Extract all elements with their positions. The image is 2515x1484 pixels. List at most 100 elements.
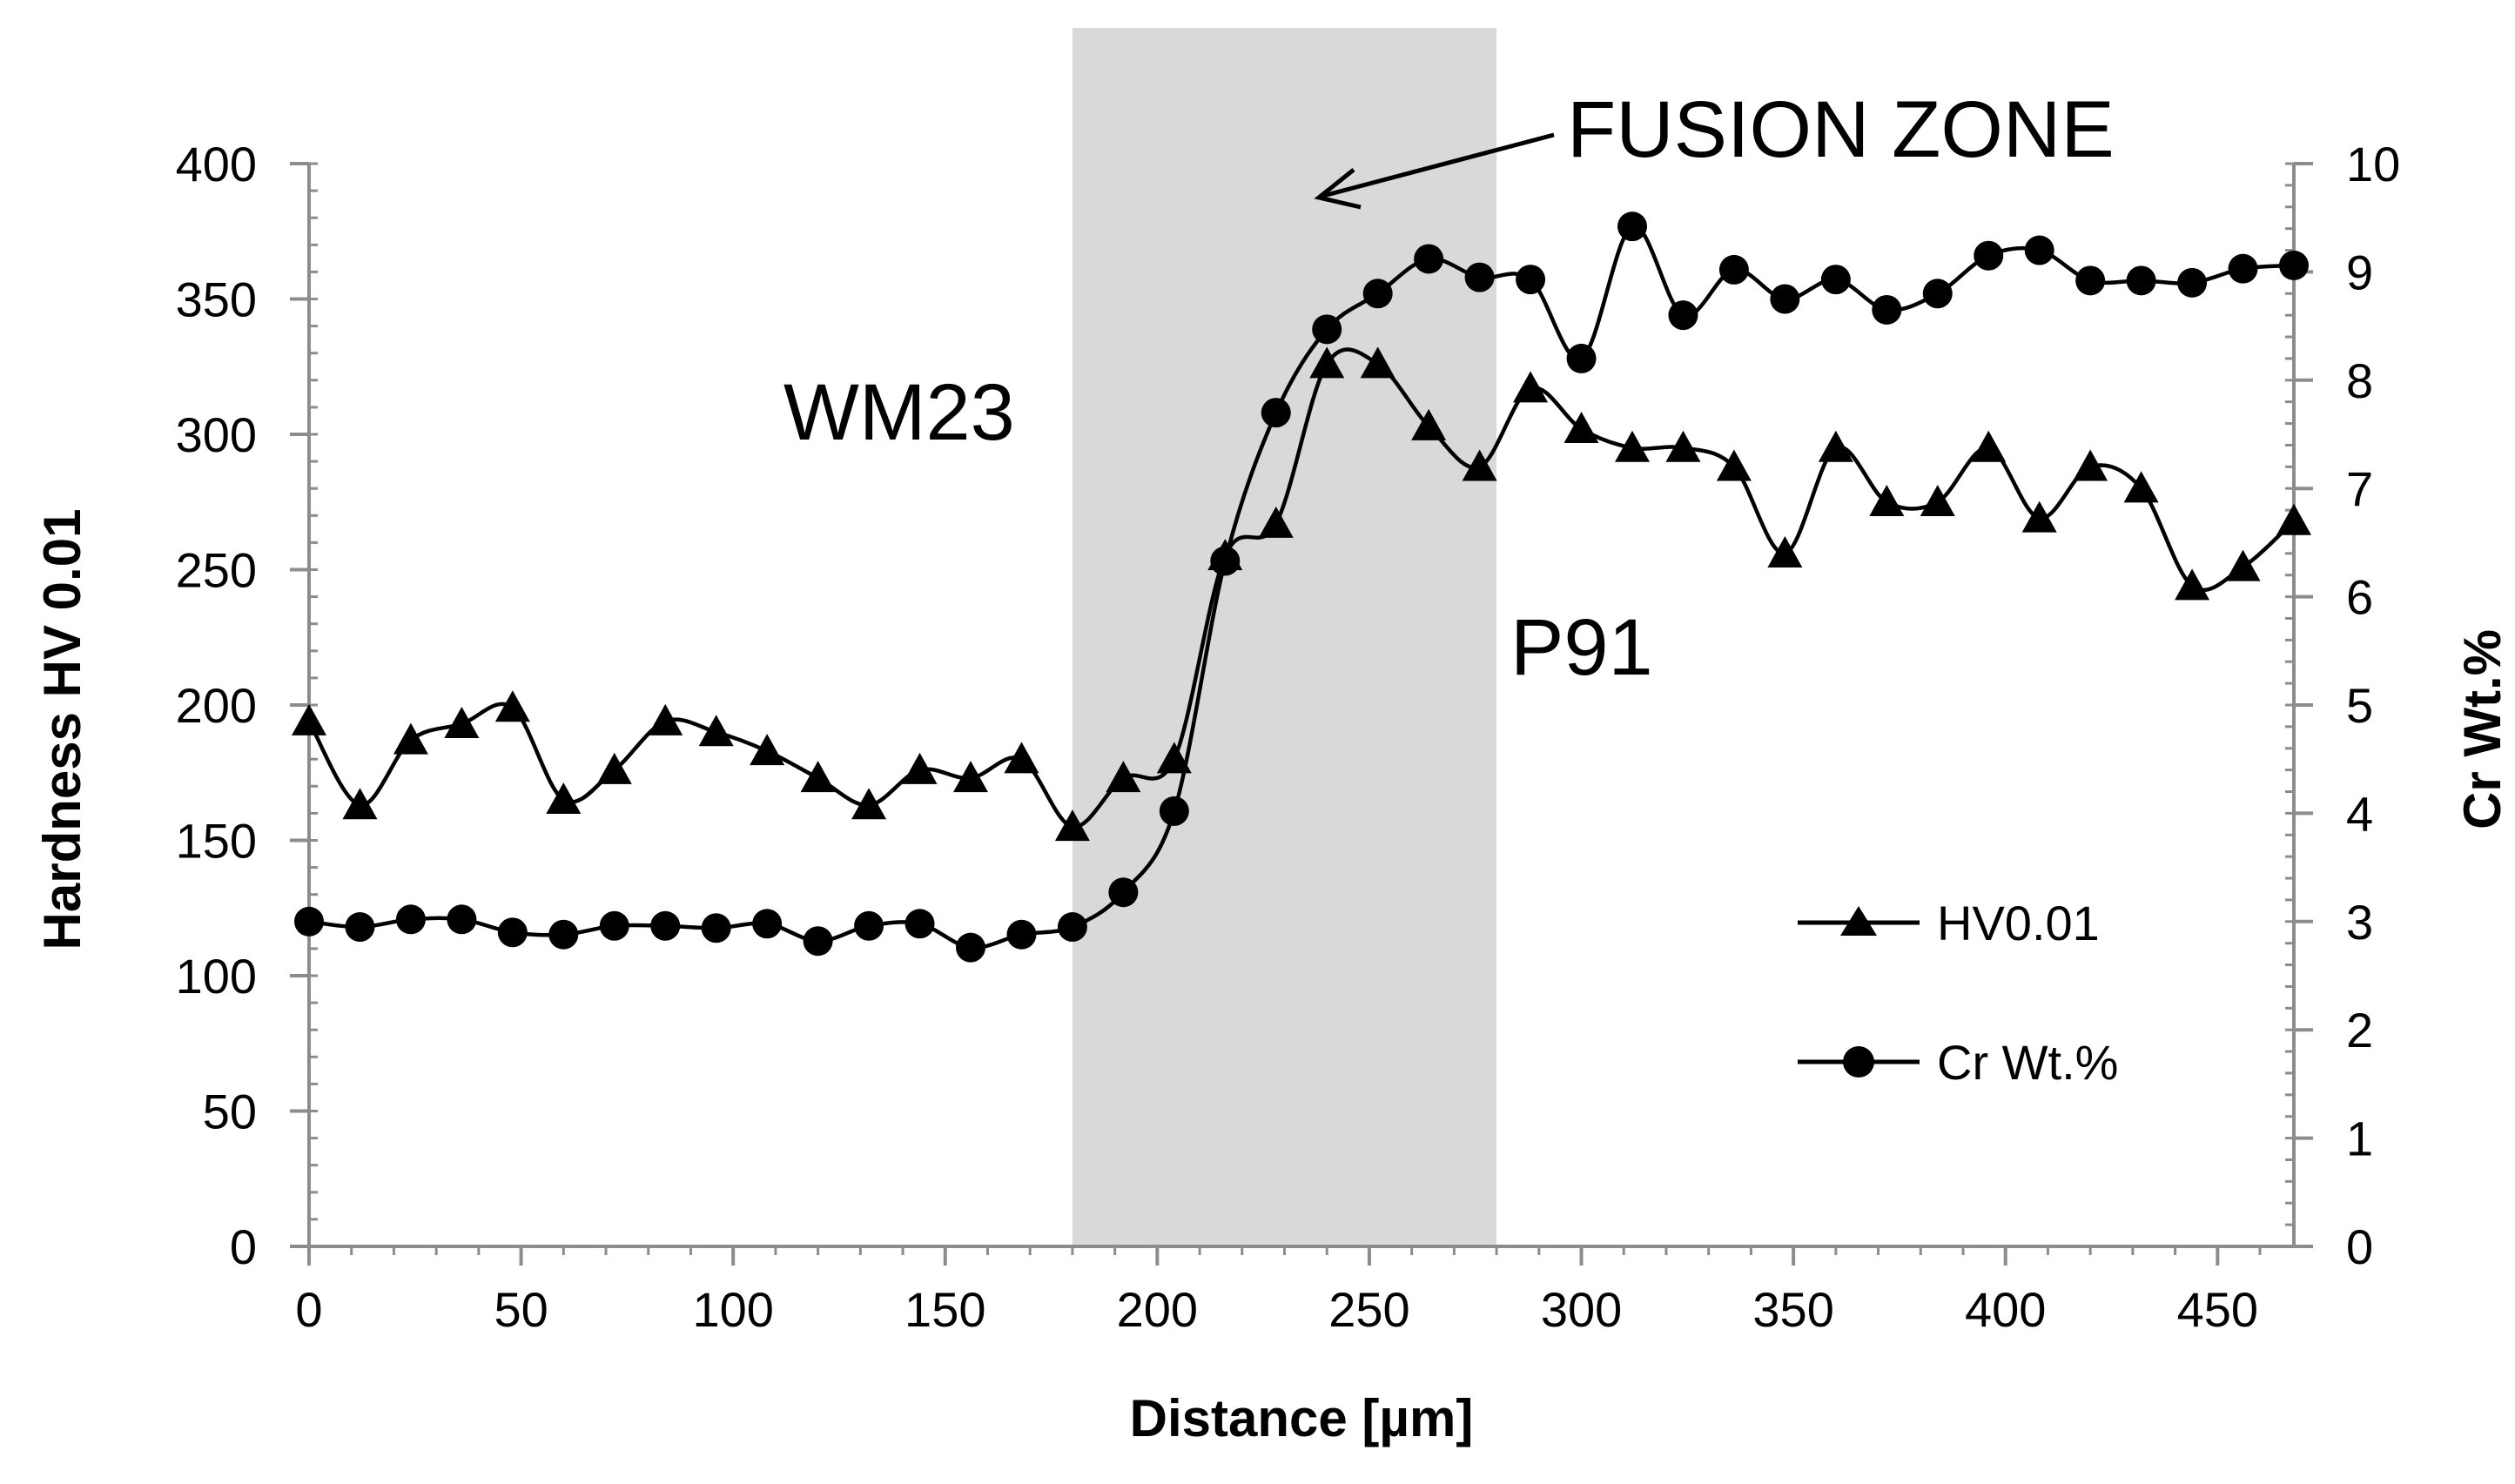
data-point-hv [1411,408,1447,440]
data-point-cr [1159,796,1189,826]
data-point-cr [294,906,324,937]
data-point-cr [1617,212,1647,242]
x-tick-label: 150 [904,1282,985,1337]
data-point-hv [2021,500,2057,533]
data-point-cr [650,910,681,941]
y-left-tick-label: 350 [176,272,257,327]
data-point-cr [1820,265,1851,295]
data-point-cr [2126,265,2156,296]
data-point-cr [1922,279,1953,309]
data-point-cr [1414,244,1444,274]
data-point-hv [1767,536,1803,568]
data-point-cr [345,912,375,943]
data-point-hv [2225,549,2261,581]
y-left-tick-label: 50 [203,1084,257,1139]
data-point-cr [395,904,426,935]
data-point-hv [2276,503,2311,535]
y-right-tick-label: 0 [2346,1219,2373,1274]
data-point-cr [803,926,833,957]
data-point-hv [953,761,988,793]
y-left-tick-label: 400 [176,137,257,191]
x-tick-label: 50 [494,1282,548,1337]
legend-item-cr: Cr Wt.% [1798,1035,2118,1090]
data-point-hv [1004,742,1039,774]
data-point-hv [2123,471,2159,503]
data-point-hv [851,788,887,820]
y-right-tick-label: 5 [2346,678,2373,733]
y-left-tick-label: 300 [176,407,257,462]
data-point-cr [1872,294,1902,325]
data-point-cr [1566,343,1597,373]
legend: HV0.01 Cr Wt.% [1798,896,2118,1090]
y-right-tick-label: 6 [2346,570,2373,625]
annotation-wm23: WM23 [783,368,1015,457]
y-right-tick-label: 4 [2346,786,2373,841]
x-tick-label: 300 [1541,1282,1622,1337]
data-point-hv [1513,371,1549,403]
data-point-hv [902,752,938,784]
y-axis-right-title: Cr Wt.% [2453,629,2512,829]
data-point-hv [1615,430,1650,462]
x-tick-label: 0 [295,1282,322,1337]
y-right-tick-label: 8 [2346,353,2373,408]
x-tick-label: 350 [1752,1282,1833,1337]
annotation-fusion-zone: FUSION ZONE [1567,85,2115,174]
data-point-hv [1156,742,1192,774]
y-left-tick-label: 250 [176,543,257,598]
x-tick-label: 250 [1328,1282,1409,1337]
data-point-cr [2075,265,2106,296]
y-left-tick-label: 150 [176,814,257,869]
data-point-cr [1312,314,1342,345]
data-point-hv [494,690,530,722]
data-point-hv [1920,484,1955,516]
data-point-hv [444,706,480,738]
data-point-hv [1258,506,1294,538]
data-point-cr [956,932,985,963]
legend-label-cr: Cr Wt.% [1937,1035,2118,1090]
data-point-cr [854,910,884,941]
data-point-cr [599,910,629,941]
data-point-cr [2024,235,2054,265]
data-point-cr [2279,250,2309,280]
y-axis-left-title: Hardness HV 0.01 [33,509,91,950]
data-point-hv [1869,484,1905,516]
data-point-hv [1716,449,1752,481]
data-point-cr [447,904,477,935]
data-point-cr [1464,262,1495,292]
data-point-cr [752,909,783,939]
data-point-hv [2073,449,2108,481]
data-point-hv [1971,430,2007,462]
data-point-hv [292,703,326,735]
y-right-tick-label: 3 [2346,895,2373,950]
data-point-hv [1563,411,1599,443]
data-point-cr [1210,546,1241,576]
data-point-cr [2177,267,2208,298]
data-point-hv [1309,346,1345,379]
data-point-hv [1818,430,1853,462]
data-point-hv [1665,430,1701,462]
legend-label-hv: HV0.01 [1937,896,2100,950]
data-point-hv [1462,449,1497,481]
y-right-tick-label: 7 [2346,461,2373,516]
x-tick-label: 450 [2177,1282,2258,1337]
x-axis-title: Distance [µm] [1130,1389,1474,1447]
x-tick-label: 400 [1965,1282,2046,1337]
series-line-hv [307,347,2296,829]
fusion-zone-shading [1072,28,1497,1246]
data-point-cr [1362,279,1393,309]
data-point-cr [1057,912,1087,943]
data-point-hv [648,703,683,735]
data-point-hv [750,734,785,766]
data-point-cr [2228,253,2258,284]
y-right-tick-label: 9 [2346,245,2373,299]
y-right-tick-label: 2 [2346,1003,2373,1058]
y-left-tick-label: 100 [176,949,257,1004]
data-point-cr [1516,265,1546,295]
data-point-hv [1360,346,1395,379]
data-point-cr [1974,240,2004,271]
data-point-hv [1054,809,1090,842]
data-point-cr [1108,877,1139,908]
data-point-cr [701,913,731,943]
